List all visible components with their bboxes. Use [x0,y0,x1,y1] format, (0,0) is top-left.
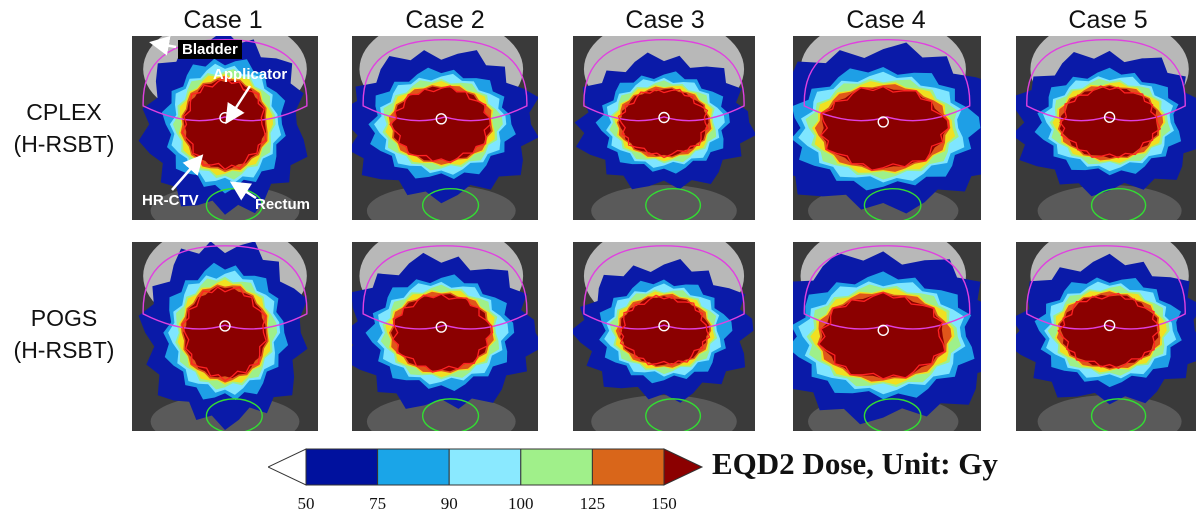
rectum-contour [863,398,922,431]
dose-map-pogs-case-5 [1016,242,1196,431]
rectum-contour [205,398,263,431]
applicator-label: Applicator [213,66,288,83]
dose-level-150 [183,286,267,379]
rectum-contour [645,188,702,220]
case-title-2: Case 2 [405,6,485,34]
colorbar-bin-1 [377,448,450,486]
bladder-label: Bladder [178,40,242,59]
hr-ctv-contour [389,85,492,164]
dose-map-pogs-case-2 [352,242,538,431]
bladder-contour [142,245,308,330]
row-label-cplex-line2: (H-RSBT) [13,131,115,157]
bladder-contour [362,38,528,122]
applicator-contour [658,111,670,124]
applicator-contour [877,116,889,128]
rectum-contour [1090,188,1147,220]
applicator-contour [1103,319,1116,332]
hr-ctv-contour [618,294,711,366]
dose-level-150 [819,293,945,379]
applicator-contour [435,321,447,333]
bladder-contour [803,38,971,122]
bladder-contour [362,245,528,330]
hr-ctv-contour [817,291,946,380]
rectum-label: Rectum [255,196,311,213]
hr-ctv-contour [181,286,267,382]
applicator-contour [435,113,447,125]
colorbar-title: EQD2 Dose, Unit: Gy [712,446,998,481]
dose-map-pogs-case-1 [132,242,318,431]
colorbar-under-arrow [268,448,307,486]
hr-ctv-label: HR-CTV [142,192,199,209]
hr-ctv-contour [820,85,950,171]
rectum-contour [645,398,702,431]
colorbar-bin-0 [305,448,379,486]
case-title-5: Case 5 [1068,6,1148,34]
dose-map-cplex-case-2 [352,36,538,220]
applicator-contour [877,324,889,336]
row-label-pogs-line2: (H-RSBT) [13,337,115,363]
hr-ctv-contour [1057,292,1160,370]
hr-ctv-contour [1059,85,1162,159]
bladder-contour [803,245,971,330]
bladder-contour [583,245,745,330]
rectum-contour [421,188,480,220]
colorbar-tick-label: 50 [297,494,315,513]
case-title-3: Case 3 [625,6,705,34]
applicator-contour [219,320,231,332]
case-title-4: Case 4 [846,6,926,34]
dose-map-pogs-case-4 [793,242,981,431]
bladder-contour [142,38,308,122]
dose-map-cplex-case-3 [573,36,755,220]
colorbar-over-arrow [663,448,704,486]
colorbar-tick-label: 100 [508,494,534,513]
dose-colorbar [268,448,704,486]
colorbar-tick-label: 125 [579,494,606,513]
case-title-1: Case 1 [183,6,263,34]
bladder-contour [1026,38,1186,122]
row-label-cplex-line1: CPLEX [26,99,102,125]
row-label-pogs: POGS (H-RSBT) [0,302,128,366]
applicator-contour [1103,111,1116,123]
colorbar-bin-3 [520,448,593,486]
colorbar-tick-label: 90 [440,494,458,513]
colorbar-tick-label: 75 [369,494,387,513]
row-label-cplex: CPLEX (H-RSBT) [0,96,128,160]
bladder-contour [583,38,745,122]
rectum-contour [421,398,480,431]
dose-map-pogs-case-3 [573,242,755,431]
rectum-contour [863,188,922,220]
dose-level-150 [820,86,948,170]
dose-map-cplex-case-4 [793,36,981,220]
colorbar-tick-label: 150 [651,494,677,513]
rectum-contour [1090,398,1147,431]
applicator-contour [658,320,670,332]
hr-ctv-contour [391,293,494,373]
row-label-pogs-line1: POGS [30,305,98,331]
colorbar-bin-4 [591,448,665,486]
dose-level-150 [1059,294,1159,369]
colorbar-bin-2 [448,448,522,486]
bladder-contour [1026,245,1186,330]
dose-map-cplex-case-5 [1016,36,1196,220]
hr-ctv-contour [617,88,709,159]
dose-map-cplex-case-1 [132,36,318,220]
